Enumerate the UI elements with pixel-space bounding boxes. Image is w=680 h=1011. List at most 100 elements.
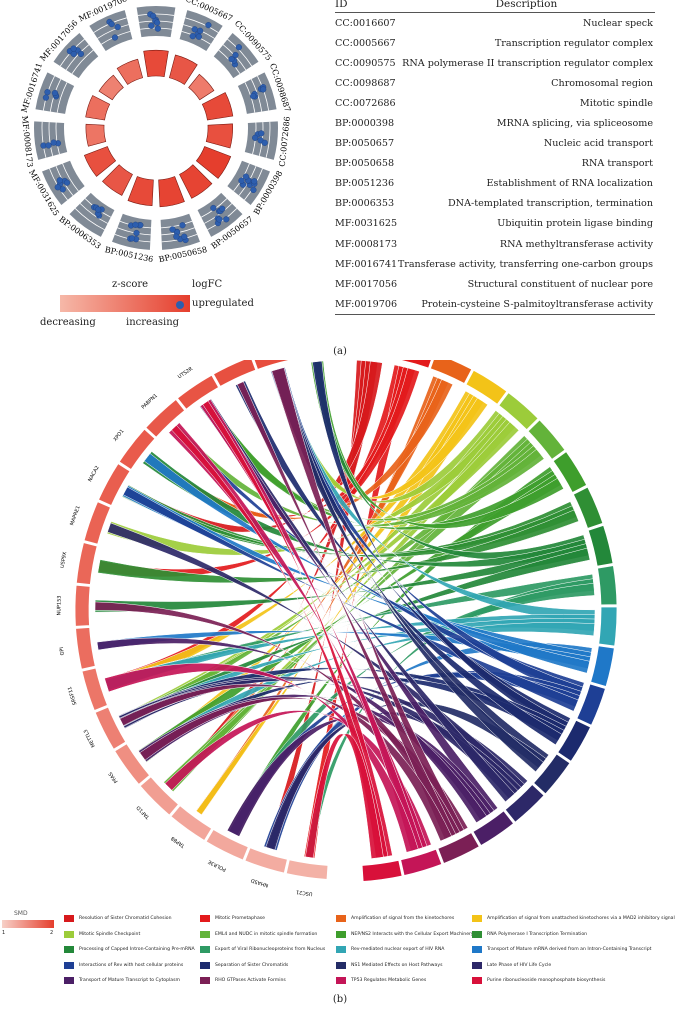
gene-label: TAF1D [135, 804, 151, 820]
zscore-bar [116, 58, 144, 85]
gene-arc [139, 776, 180, 816]
gene-logfc-point [44, 89, 51, 96]
pathway-color-swatch [64, 930, 74, 938]
gene-label: TAP88 [170, 835, 187, 849]
go-term-sector: MF:0008173 [20, 115, 107, 168]
logfc-legend-title: logFC [192, 279, 223, 290]
term-description-cell: Nucleic acid transport [543, 138, 653, 150]
zscore-low-label: decreasing [40, 317, 96, 328]
pathway-legend-label: TP53 Regulates Metabolic Genes [351, 978, 427, 983]
gene-logfc-point [133, 229, 140, 237]
gene-arc [83, 501, 112, 545]
pathway-legend: Resolution of Sister Chromatid Cohesion M… [64, 912, 680, 992]
zscore-bar [158, 176, 185, 208]
smd-legend-title: SMD [14, 910, 28, 917]
gene-logfc-point [179, 222, 186, 229]
table-row: CC:0016607 Nuclear speck [335, 13, 655, 34]
table-header-description: Description [397, 0, 655, 13]
table-row: CC:0072686 Mitotic spindle [335, 93, 655, 113]
pathway-color-swatch [336, 930, 346, 938]
zscore-bar [127, 176, 154, 207]
pathway-legend-item: Mitotic Prometaphase [200, 912, 335, 926]
pathway-legend-label: RHO GTPases Activate Formins [215, 978, 286, 983]
sector-gridline [250, 79, 263, 112]
pathway-legend-label: RNA Polymerase I Transcription Terminati… [487, 931, 588, 937]
sector-gridline [65, 44, 90, 71]
pathway-legend-item: TP53 Regulates Metabolic Genes [336, 974, 471, 988]
gene-logfc-point [56, 177, 63, 184]
gene-logfc-point [250, 92, 257, 100]
table-row: MF:0008173 RNA methyltransferase activity [335, 234, 655, 254]
sector-gridline [227, 38, 253, 67]
chord-link [119, 683, 452, 842]
pathway-legend-label: Amplification of signal from unattached … [487, 916, 675, 921]
table-row: MF:0016741 Transferase activity, transfer… [335, 254, 655, 274]
sector-gridline [207, 208, 238, 231]
gene-logfc-point [70, 50, 77, 58]
pathway-legend-item: RNA Polymerase I Transcription Terminati… [472, 928, 607, 942]
pathway-legend-item: Transport of Mature mRNA derived from an… [472, 943, 651, 957]
logfc-dot-icon [176, 301, 184, 309]
pathway-arc [465, 369, 508, 405]
term-id-cell: BP:0006353 [335, 198, 395, 210]
go-term-table: ID Description CC:0016607 Nuclear speck CC… [335, 0, 655, 316]
pathway-arc [498, 392, 539, 431]
sector-gridline [265, 121, 271, 158]
term-id-cell: MF:0031625 [335, 218, 398, 230]
zscore-bar [98, 74, 124, 101]
zscore-bar [168, 54, 198, 85]
table-header-id: ID [335, 0, 398, 13]
pathway-color-swatch [64, 946, 74, 953]
gene-logfc-point [242, 173, 250, 180]
pathway-arc [361, 859, 403, 882]
term-id-cell: MF:0017056 [335, 278, 398, 290]
pathway-legend-item: Purine ribonucleoside monophosphate bios… [472, 974, 607, 988]
pathway-color-swatch [472, 961, 482, 969]
gene-logfc-point [205, 22, 212, 29]
pathway-arc [533, 753, 571, 795]
gene-sector-band [33, 121, 68, 160]
pathway-color-swatch [200, 930, 210, 938]
gene-label: POLR3E [207, 858, 227, 872]
zscore-gradient-bar [60, 295, 190, 312]
pathway-legend-label: Late Phase of HIV Life Cycle [487, 962, 552, 968]
sector-gridline [185, 17, 219, 33]
gene-arc [81, 667, 108, 711]
pathway-color-swatch [472, 977, 482, 984]
pathway-legend-label: NEP/NS2 Interacts with the Cellular Expo… [351, 931, 474, 937]
pathway-legend-item: Mitotic Spindle Checkpoint [64, 928, 199, 942]
term-id-cell: CC:0005667 [335, 37, 396, 49]
pathway-color-swatch [472, 930, 482, 938]
gene-arc [94, 706, 127, 750]
term-id-cell: BP:0051236 [335, 178, 395, 190]
pathway-legend-label: Transport of Mature mRNA derived from an… [487, 947, 652, 952]
pathway-legend-item: Amplification of signal from the kinetoc… [336, 912, 471, 926]
term-id-cell: BP:0050658 [335, 158, 395, 170]
pathway-legend-label: Export of Viral Ribonucleoproteins from … [215, 947, 326, 952]
go-term-sector: CC:0005667 [168, 0, 234, 85]
gene-label: PFAS [108, 771, 120, 784]
term-description-cell: Protein-cysteine S-palmitoyltransferase … [397, 294, 655, 316]
sector-gridline [48, 122, 54, 157]
gene-logfc-point [42, 94, 50, 101]
gene-arc [145, 398, 186, 438]
pathway-arc [576, 683, 606, 726]
chord-link [97, 367, 420, 578]
gene-logfc-point [258, 130, 265, 137]
pathway-arc [429, 360, 473, 385]
gene-logfc-point [181, 233, 188, 240]
logfc-legend: logFC upregulated [172, 279, 272, 339]
zscore-bar [188, 73, 215, 101]
gene-logfc-point [210, 204, 217, 212]
gene-arc [74, 584, 91, 627]
gene-logfc-point [128, 235, 136, 242]
pathway-color-swatch [64, 977, 74, 984]
gene-label: UTS2R [177, 366, 195, 381]
term-id-cell: MF:0008173 [335, 238, 398, 250]
chord-link [305, 733, 384, 859]
chord-diagram: LRIF1NUP160GAR1UTS2RPABPN1XPO1NACA2MAPRE… [56, 360, 618, 897]
pathway-legend-item: NS1 Mediated Effects on Host Pathways [336, 959, 471, 973]
zscore-bar [85, 123, 107, 147]
sector-gridline [74, 208, 105, 231]
gene-logfc-point [50, 139, 57, 146]
